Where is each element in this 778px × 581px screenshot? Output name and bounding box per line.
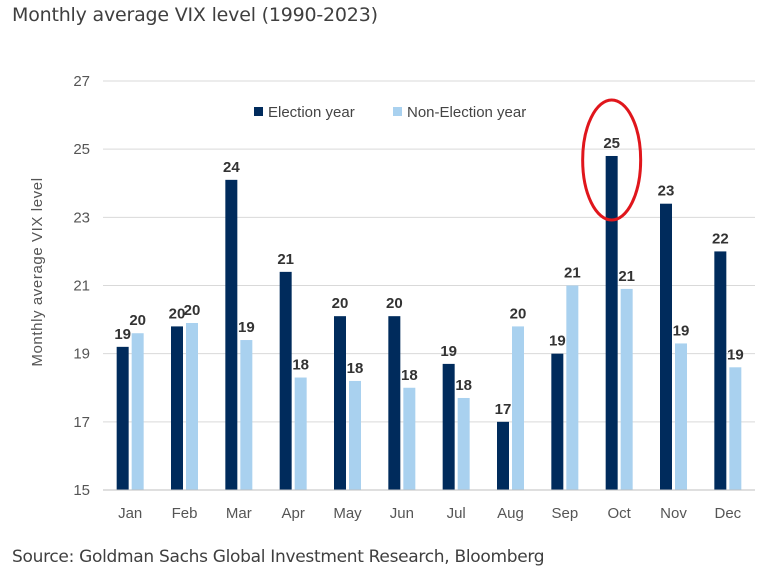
data-label: 19 [440,343,457,360]
bar-non-election-may [349,380,361,490]
data-label: 18 [455,377,472,394]
bar-non-election-feb [186,322,198,490]
bar-non-election-mar [240,340,253,490]
x-tick-label: Apr [281,505,304,522]
data-label: 20 [129,312,146,329]
x-tick-label: May [333,505,362,522]
y-tick-label: 15 [73,482,90,499]
y-tick-label: 21 [73,278,90,295]
data-label: 17 [495,401,512,418]
bar-non-election-jul [457,397,470,490]
chart-title: Monthly average VIX level (1990-2023) [12,4,378,26]
data-label: 23 [658,183,675,200]
legend: Election year Non-Election year [254,104,526,121]
data-label: 19 [673,322,690,339]
bar-non-election-aug [512,326,524,490]
bar-non-election-nov [675,343,687,490]
data-label: 20 [169,305,186,322]
data-label: 24 [223,159,240,176]
data-label: 18 [292,357,309,374]
data-label: 20 [386,295,403,312]
x-tick-label: Mar [226,505,252,522]
legend-swatch-non-election-year [393,107,402,116]
y-tick-label: 17 [73,414,90,431]
data-label: 21 [564,265,581,282]
bar-election-may [334,316,346,490]
x-tick-label: Jul [447,505,466,522]
x-tick-label: Feb [172,505,198,522]
bar-election-jan [116,346,129,490]
data-label: 19 [238,319,255,336]
bar-election-nov [660,203,672,490]
y-tick-label: 23 [73,209,90,226]
bar-non-election-jan [131,333,144,490]
legend-label-non-election-year: Non-Election year [407,104,526,121]
legend-swatch-election-year [254,107,263,116]
bars [116,155,742,490]
bar-non-election-apr [294,377,307,490]
x-tick-label: Nov [660,505,687,522]
data-label: 19 [549,333,566,350]
data-label: 25 [603,135,620,152]
data-label: 19 [114,326,131,343]
data-label: 20 [332,295,349,312]
bar-election-aug [497,421,509,490]
x-axis-ticks: Jan Feb Mar Apr May Jun Jul Aug Sep Oct Nov Dec [118,505,742,522]
bar-non-election-oct [620,288,633,490]
x-tick-label: Oct [607,505,631,522]
x-tick-label: Aug [497,505,524,522]
bar-election-mar [225,179,238,490]
bar-non-election-jun [403,387,416,490]
y-tick-label: 25 [73,141,90,158]
gridlines [103,80,755,423]
data-label: 21 [277,251,294,268]
x-tick-label: Dec [714,505,741,522]
data-label: 20 [184,302,201,319]
y-tick-label: 27 [73,73,90,90]
data-label: 18 [401,367,418,384]
data-label: 22 [712,230,729,247]
bar-election-sep [551,353,564,490]
data-label: 20 [510,305,527,322]
x-tick-label: Jan [118,505,142,522]
data-label: 18 [347,360,364,377]
y-axis-label: Monthly average VIX level [29,177,46,366]
legend-label-election-year: Election year [268,104,355,121]
bar-election-jun [388,316,401,490]
bar-election-jul [442,363,455,490]
y-tick-label: 19 [73,346,90,363]
data-label: 21 [618,268,635,285]
bar-election-oct [605,155,618,490]
y-axis-ticks: 15 17 19 21 23 25 27 [73,73,90,499]
bar-non-election-dec [729,367,742,490]
bar-election-dec [714,251,727,490]
highlight-circle [581,98,643,222]
x-tick-label: Jun [390,505,414,522]
bar-election-apr [279,271,292,490]
x-tick-label: Sep [551,505,578,522]
bar-election-feb [171,326,183,490]
data-label: 19 [727,346,744,363]
bar-non-election-sep [566,285,579,490]
source-note: Source: Goldman Sachs Global Investment … [12,547,545,567]
